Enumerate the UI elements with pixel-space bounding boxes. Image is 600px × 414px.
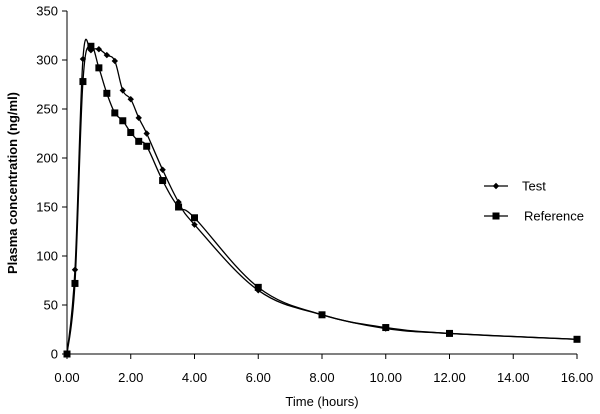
x-axis-title: Time (hours) [285,394,358,409]
legend-label: Reference [524,209,584,224]
x-tick-label: 16.00 [561,370,594,385]
y-tick-label: 300 [36,53,58,68]
data-point-reference [254,283,262,291]
x-tick-label: 8.00 [309,370,334,385]
y-ticks: 0 50 100 150 200 250 300 350 [36,4,67,362]
series-reference [63,42,581,358]
data-point-reference [95,64,103,72]
data-point-test [143,130,150,137]
x-tick-label: 10.00 [369,370,402,385]
data-point-reference [191,214,198,222]
data-point-reference [446,329,453,337]
data-point-reference [71,279,79,287]
legend-swatch-marker [492,182,500,190]
data-point-reference [318,311,326,319]
legend-label: Test [522,179,546,194]
legend-item-reference: Reference [484,209,584,224]
data-point-test [111,57,119,65]
series-test [63,38,581,358]
x-tick-label: 6.00 [246,370,271,385]
y-tick-label: 350 [36,4,58,19]
data-point-reference [103,89,111,97]
data-point-test [103,51,111,59]
data-point-reference [382,324,390,332]
data-point-reference [143,142,151,150]
data-point-reference [63,350,71,358]
data-point-reference [127,129,135,137]
data-point-test [159,166,166,173]
y-tick-label: 150 [36,200,58,215]
y-tick-label: 200 [36,151,58,166]
x-tick-label: 4.00 [182,370,207,385]
series-line-reference [66,45,578,355]
data-point-reference [119,117,127,125]
data-point-reference [573,335,581,343]
data-point-reference [111,109,119,117]
x-tick-label: 2.00 [118,370,143,385]
data-point-reference [79,78,87,86]
x-tick-label: 12.00 [433,370,466,385]
data-point-test [95,46,103,53]
data-point-reference [87,42,95,50]
y-tick-label: 0 [51,347,58,362]
y-tick-label: 100 [36,249,58,264]
data-point-test [135,114,142,122]
x-ticks: 0.00 2.00 4.00 6.00 8.00 10.00 12.00 14.00 16.00 [54,354,593,385]
data-point-test [71,266,79,273]
data-point-reference [175,203,183,211]
x-tick-label: 0.00 [54,370,79,385]
y-tick-label: 50 [44,298,58,313]
data-point-test [87,47,95,54]
series-line-test [66,38,578,355]
data-point-test [191,221,198,228]
axes [66,11,577,355]
data-point-test [79,55,87,63]
data-point-test [119,87,126,94]
series-layer [63,38,581,358]
x-tick-label: 14.00 [497,370,530,385]
legend: Test Reference [484,179,584,224]
data-point-test [127,96,134,103]
y-tick-label: 250 [36,102,58,117]
y-axis-title: Plasma concentration (ng/ml) [5,92,20,274]
data-point-reference [159,177,167,185]
legend-swatch-marker [492,212,500,220]
data-point-reference [135,137,143,145]
legend-item-test: Test [484,179,546,194]
